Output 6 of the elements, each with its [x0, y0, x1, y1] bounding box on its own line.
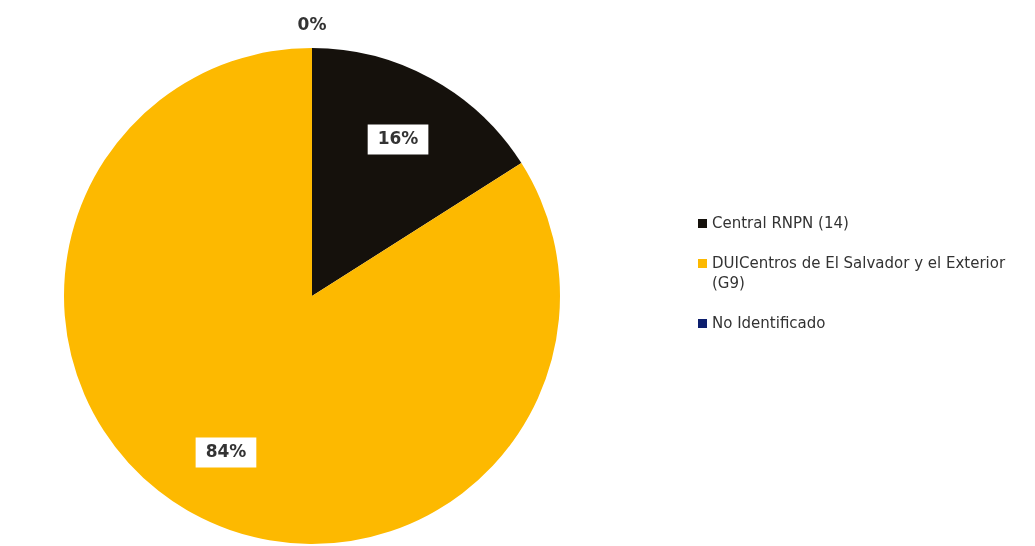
legend-label: No Identificado	[712, 313, 826, 333]
legend-label: Central RNPN (14)	[712, 213, 849, 233]
text: 0%	[297, 14, 327, 35]
legend-label: DUICentros de El Salvador y el Exterior (G9)	[712, 253, 1007, 293]
data-label: 16%	[377, 127, 419, 148]
data-label: 84%	[205, 440, 247, 461]
